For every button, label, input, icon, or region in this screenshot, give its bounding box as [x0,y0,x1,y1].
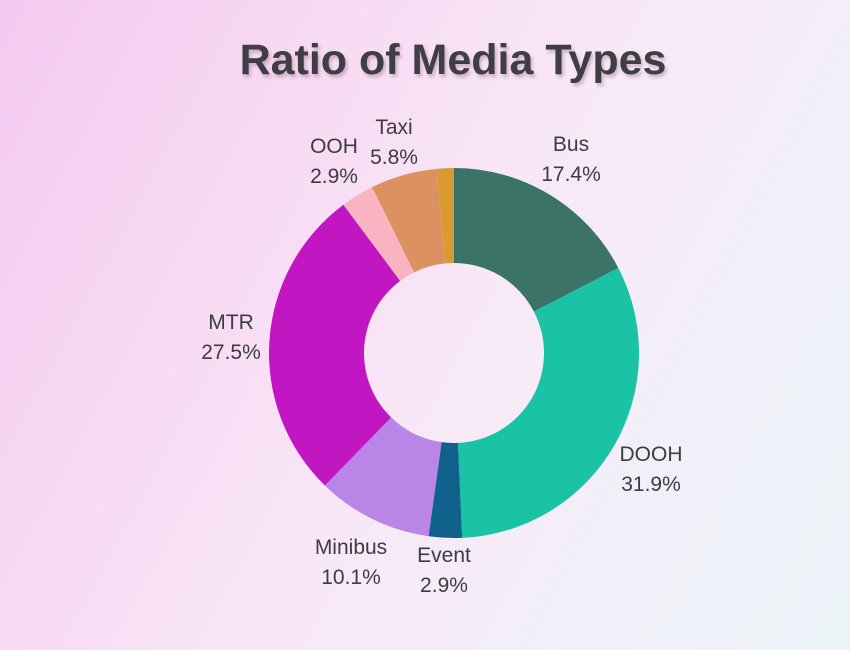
slice-label-name: OOH [310,135,358,158]
slice-label-percent: 2.9% [310,165,358,188]
slice-mtr [269,204,401,486]
chart-title: Ratio of Media Types [239,36,667,84]
slice-label-name: DOOH [619,443,683,466]
slice-label-name: Bus [552,133,590,156]
slice-bus [454,168,619,312]
slice-label-percent: 10.1% [321,566,381,589]
slice-label-name: Minibus [314,536,388,559]
slice-minibus [324,417,442,537]
slice-label-percent: 27.5% [201,341,261,364]
slice-label-name: Event [417,544,471,567]
slice-label-minibus: Minibus 10.1% [315,533,387,593]
slice-label-ooh: OOH 2.9% [310,132,358,192]
slice-label-mtr: MTR 27.5% [201,308,261,368]
slice-label-taxi: Taxi 5.8% [370,113,418,173]
slice-taxi [372,168,446,273]
slice-label-bus: Bus 17.4% [541,130,601,190]
slice-label-percent: 5.8% [370,146,418,169]
slice-label-name: MTR [208,311,254,334]
slice-unlabeled [436,168,454,264]
slice-dooh [457,267,640,538]
slice-label-percent: 17.4% [541,163,601,186]
slice-label-dooh: DOOH 31.9% [620,440,683,500]
slice-label-percent: 31.9% [621,473,681,496]
slice-label-event: Event 2.9% [417,541,471,601]
slice-event [428,442,463,539]
slice-label-name: Taxi [375,116,413,139]
slice-label-percent: 2.9% [420,574,468,597]
slice-ooh [343,187,415,281]
